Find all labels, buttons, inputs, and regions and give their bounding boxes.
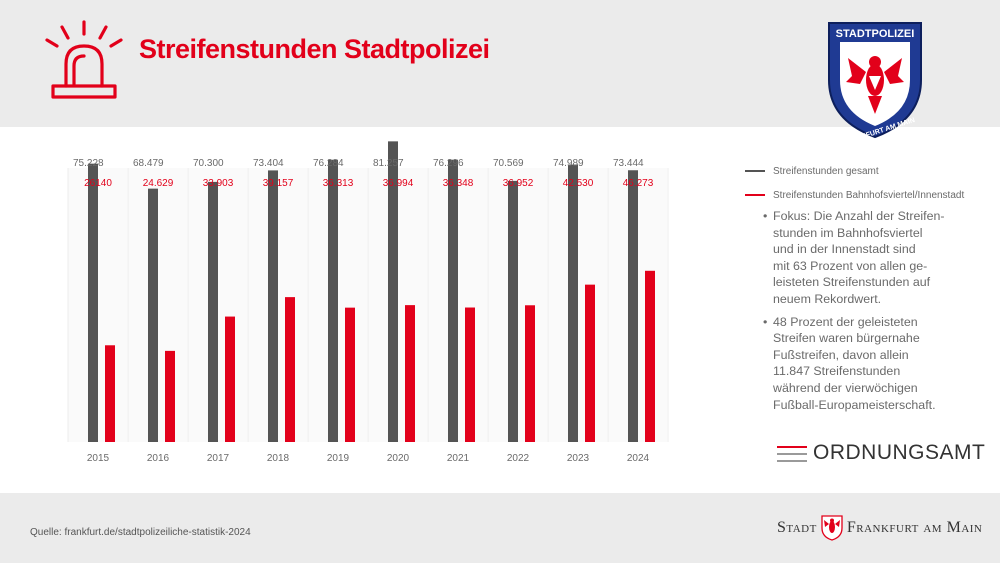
x-tick-2024: 2024 (627, 453, 650, 464)
ordnungsamt-label: ORDNUNGSAMT (813, 441, 986, 464)
x-tick-2020: 2020 (387, 453, 410, 464)
data-label-district-2024: 46.273 (623, 178, 654, 189)
x-tick-2016: 2016 (147, 453, 170, 464)
x-tick-2021: 2021 (447, 453, 470, 464)
chart-svg: 75.228 26140 2015 68.479 24.629 2016 70.300 33.… (67, 141, 669, 464)
badge-top-text: STADTPOLIZEI (836, 28, 915, 40)
bar-total-2023 (568, 164, 578, 442)
bar-district-2018 (285, 297, 295, 442)
x-tick-2018: 2018 (267, 453, 290, 464)
note-bullet: • (763, 314, 768, 329)
x-tick-2023: 2023 (567, 453, 590, 464)
bar-total-2021 (448, 159, 458, 442)
note-text: Fokus: Die Anzahl der Streifen- stunden … (773, 209, 945, 306)
note-text: 48 Prozent der geleisteten Streifen ware… (773, 314, 936, 412)
city-logo: Stadt Frankfurt am Main (777, 515, 982, 541)
legend-item-district: Streifenstunden Bahnhofsviertel/Innensta… (745, 185, 964, 205)
legend-item-total: Streifenstunden gesamt (745, 161, 964, 181)
bar-district-2023 (585, 284, 595, 442)
city-crest-icon (821, 515, 843, 541)
siren-icon (45, 20, 123, 99)
data-label-total-2019: 76.284 (313, 158, 344, 169)
data-label-district-2019: 36.313 (323, 178, 354, 189)
data-label-total-2023: 74.989 (553, 158, 584, 169)
chart-legend: Streifenstunden gesamt Streifenstunden B… (745, 161, 964, 209)
data-label-total-2021: 76.296 (433, 158, 464, 169)
x-tick-2017: 2017 (207, 453, 230, 464)
bar-total-2018 (268, 170, 278, 442)
notes-panel: • Fokus: Die Anzahl der Streifen- stunde… (763, 208, 963, 419)
bar-district-2017 (225, 316, 235, 442)
note-bullet: • (763, 209, 768, 223)
data-label-district-2023: 42.530 (563, 178, 594, 189)
data-label-district-2022: 36.952 (503, 178, 534, 189)
data-label-district-2016: 24.629 (143, 178, 174, 189)
legend-label-total: Streifenstunden gesamt (773, 165, 879, 177)
legend-swatch-total (745, 170, 765, 172)
data-label-total-2015: 75.228 (73, 158, 104, 169)
bar-district-2024 (645, 270, 655, 442)
source-note: Quelle: frankfurt.de/stadtpolizeiliche-s… (30, 527, 251, 538)
bar-total-2016 (148, 188, 158, 442)
bar-district-2020 (405, 305, 415, 442)
bar-total-2024 (628, 170, 638, 442)
bar-total-2020 (388, 141, 398, 442)
city-name-right: Frankfurt am Main (846, 519, 983, 536)
note-item: • 48 Prozent der geleisteten Streifen wa… (763, 314, 963, 414)
data-label-total-2024: 73.444 (613, 158, 644, 169)
bar-chart: 75.228 26140 2015 68.479 24.629 2016 70.300 33.… (60, 141, 669, 470)
data-label-district-2021: 36.348 (443, 178, 474, 189)
bar-total-2022 (508, 180, 518, 442)
legend-swatch-district (745, 194, 765, 196)
police-badge-icon: STADTPOLIZEI FRANKFURT AM MAIN (828, 22, 922, 140)
data-label-total-2017: 70.300 (193, 158, 224, 169)
bar-total-2017 (208, 181, 218, 442)
bar-district-2016 (165, 350, 175, 442)
data-label-total-2022: 70.569 (493, 158, 524, 169)
bar-district-2015 (105, 345, 115, 442)
x-tick-2019: 2019 (327, 453, 350, 464)
page-title: Streifenstunden Stadtpolizei (139, 34, 490, 64)
x-tick-2022: 2022 (507, 453, 530, 464)
data-label-total-2018: 73.404 (253, 158, 284, 169)
eagle-icon (846, 56, 904, 114)
bar-district-2021 (465, 307, 475, 442)
data-label-district-2015: 26140 (84, 178, 112, 189)
data-label-district-2017: 33.903 (203, 178, 234, 189)
bar-total-2019 (328, 159, 338, 442)
city-name-left: Stadt (777, 519, 817, 536)
note-item: • Fokus: Die Anzahl der Streifen- stunde… (763, 208, 963, 308)
data-label-district-2018: 39.157 (263, 178, 294, 189)
x-tick-2015: 2015 (87, 453, 110, 464)
bar-district-2019 (345, 307, 355, 442)
data-label-district-2020: 36.994 (383, 178, 414, 189)
legend-label-district: Streifenstunden Bahnhofsviertel/Innensta… (773, 189, 965, 201)
bar-total-2015 (88, 163, 98, 442)
ordnungsamt-lines-icon (777, 446, 807, 467)
bar-district-2022 (525, 305, 535, 442)
data-label-total-2016: 68.479 (133, 158, 164, 169)
data-label-total-2020: 81.257 (373, 158, 404, 169)
